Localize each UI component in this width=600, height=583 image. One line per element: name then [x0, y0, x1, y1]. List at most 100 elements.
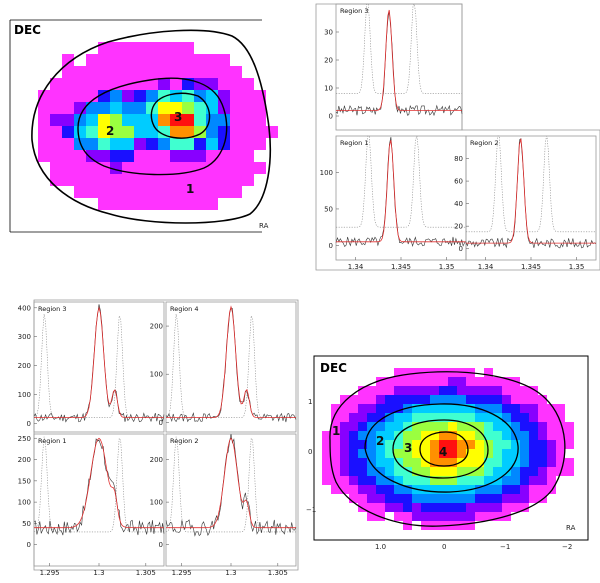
map2-cell [493, 512, 502, 521]
map2-cell [412, 476, 421, 485]
map1-cell [62, 114, 74, 126]
map2-cell [502, 458, 511, 467]
map1-cell [146, 150, 158, 162]
map2-cell [421, 377, 430, 386]
map1-cell [182, 102, 194, 114]
map2-cell [367, 395, 376, 404]
reference-line [165, 436, 296, 533]
observed-line [335, 10, 463, 117]
map2-cell [394, 476, 403, 485]
map1-cell [86, 174, 98, 186]
map2-cell [322, 440, 331, 449]
map1-cell [110, 138, 122, 150]
spectrum-panel-title: Region 1 [340, 139, 368, 147]
map1-cell [122, 174, 134, 186]
map1-cell [62, 54, 74, 66]
map2-cell [430, 503, 439, 512]
map2-cell [466, 521, 475, 530]
map1-cell [62, 126, 74, 138]
map2-cell [493, 386, 502, 395]
map1-cell [134, 78, 146, 90]
spec-top-panels: Region 3 0 10 20 30 Region 1 0 50 100 1.34 1.345 1.… [320, 3, 597, 271]
x-tick-label: 1.305 [268, 569, 288, 577]
map2-cell [376, 494, 385, 503]
map1-cell [206, 186, 218, 198]
map1-cell [122, 66, 134, 78]
map2-cell [565, 467, 574, 476]
map2-cell [421, 386, 430, 395]
map1-cell [110, 54, 122, 66]
map1-cell [62, 78, 74, 90]
map2-cell [349, 458, 358, 467]
map2-cell [484, 449, 493, 458]
map2-cell [475, 449, 484, 458]
map2-cell [502, 404, 511, 413]
map2-cell [448, 476, 457, 485]
map2-cell [457, 377, 466, 386]
map2-cell [421, 422, 430, 431]
map2-cell [385, 377, 394, 386]
map2-region-1: 1 [332, 424, 340, 438]
map1-cell [50, 78, 62, 90]
x-tick-label: 1.3 [225, 569, 236, 577]
map2-cell [385, 386, 394, 395]
map2-cell [412, 458, 421, 467]
map1-cell [134, 102, 146, 114]
map2-cell [394, 368, 403, 377]
map2-cell [394, 494, 403, 503]
map1-cell [134, 174, 146, 186]
y-tick-label: 0 [459, 245, 463, 253]
spec-bot-panels: Region 3 0 100 200 300 400 Region 4 0 100 200 Regi… [18, 301, 297, 577]
map2-cell [520, 476, 529, 485]
map2-cell [421, 512, 430, 521]
map2-cell [493, 476, 502, 485]
map1-cell [110, 174, 122, 186]
map2-cell [502, 377, 511, 386]
map2-cell [448, 440, 457, 449]
map2-cell [412, 494, 421, 503]
map2-cell [367, 440, 376, 449]
map2-cell [331, 449, 340, 458]
observed-line [165, 307, 297, 423]
map2-cell [349, 467, 358, 476]
map2-cell [547, 449, 556, 458]
spectrum-panel-title: Region 1 [38, 437, 66, 445]
map2-cell [367, 512, 376, 521]
map2-cell [394, 404, 403, 413]
map2-cell [547, 413, 556, 422]
map2-cell [484, 431, 493, 440]
map1-cell [134, 54, 146, 66]
map2-cell [367, 467, 376, 476]
map2-cell [340, 485, 349, 494]
y-tick-label: 40 [454, 200, 463, 208]
map2-cell [484, 512, 493, 521]
map1-cell [62, 90, 74, 102]
map2-cell [538, 404, 547, 413]
map1-title: DEC [14, 23, 41, 37]
map2-cell [457, 431, 466, 440]
map2-cell [430, 476, 439, 485]
map2-cell [412, 413, 421, 422]
map1-cell [170, 138, 182, 150]
map1-cell [194, 78, 206, 90]
map2-title: DEC [320, 361, 347, 375]
map2-cell [565, 431, 574, 440]
model-line [466, 138, 596, 244]
spectrum-panel-frame [165, 301, 297, 433]
y-tick-label: 400 [18, 304, 31, 312]
map2-cell [403, 476, 412, 485]
map2-cell [538, 467, 547, 476]
map1-cell [242, 138, 254, 150]
map1-cell [38, 150, 50, 162]
map2-cell [484, 476, 493, 485]
map2-cell [502, 431, 511, 440]
map2-cell [484, 458, 493, 467]
map2-cell [448, 368, 457, 377]
map2-cell [484, 377, 493, 386]
map2-cell [538, 449, 547, 458]
map2-cell [349, 485, 358, 494]
map2-cell [439, 422, 448, 431]
map1-cell [158, 114, 170, 126]
map2-cell [349, 431, 358, 440]
map1-cell [206, 138, 218, 150]
